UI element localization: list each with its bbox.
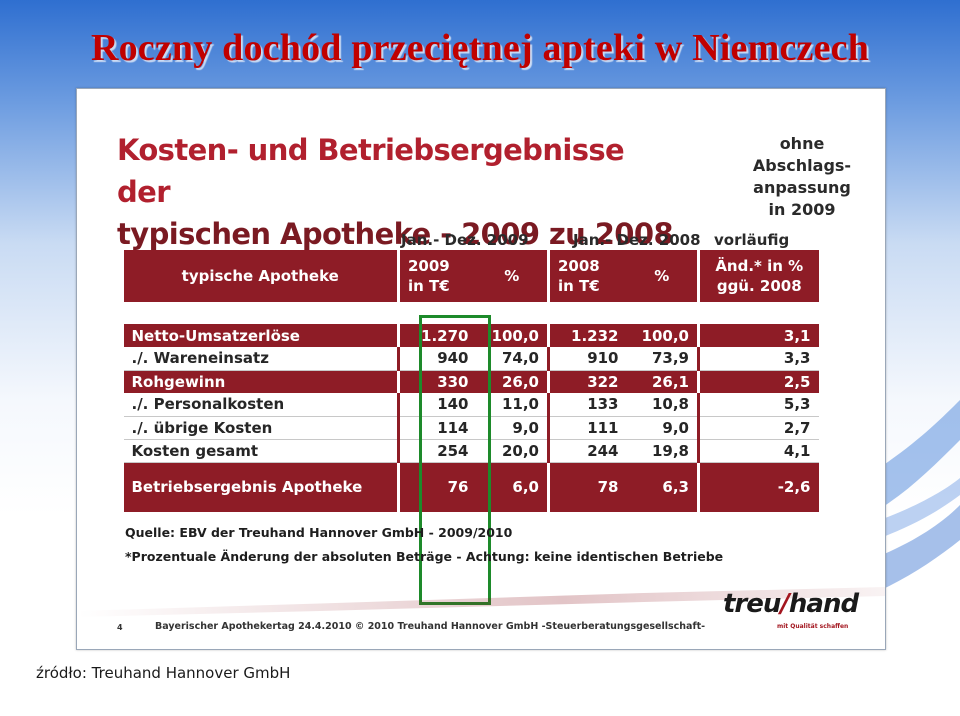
highlight-box-2009 bbox=[419, 315, 491, 605]
header-label: typische Apotheke bbox=[123, 250, 400, 302]
row-label: ./. übrige Kosten bbox=[123, 416, 400, 440]
row-label: Kosten gesamt bbox=[123, 439, 400, 463]
logo-part2: hand bbox=[788, 589, 859, 619]
preliminary-label: vorläufig bbox=[714, 231, 790, 249]
embedded-slide-image: Kosten- und Betriebsergebnisse der typis… bbox=[76, 88, 886, 650]
cell-change: -2,6 bbox=[777, 478, 811, 497]
cell-pct-2008: 19,8 bbox=[626, 439, 700, 463]
row-label: Netto-Umsatzerlöse bbox=[123, 324, 400, 347]
cell-change: 5,3 bbox=[698, 393, 819, 417]
cell-pct-2008: 26,1 bbox=[626, 370, 700, 393]
source-line: Quelle: EBV der Treuhand Hannover GmbH -… bbox=[125, 525, 513, 540]
cell-change: 4,1 bbox=[698, 439, 819, 463]
source-caption: źródło: Treuhand Hannover GmbH bbox=[36, 664, 291, 682]
cell-2009: 330 bbox=[437, 372, 469, 391]
cell-2009: 114 bbox=[398, 416, 477, 440]
note-line: Abschlags- bbox=[752, 156, 852, 175]
cell-pct-2009: 9,0 bbox=[476, 416, 550, 440]
header-2008: 2008 in T€ bbox=[549, 250, 627, 302]
cell-2009: 1.270 bbox=[421, 326, 469, 345]
cell-pct-2008: 73,9 bbox=[626, 347, 700, 371]
cell-pct-2008: 9,0 bbox=[626, 416, 700, 440]
adjustment-note: ohne Abschlags- anpassung in 2009 bbox=[737, 133, 867, 221]
table-row: ./. Wareneinsatz 940 74,0 910 73,9 3,3 bbox=[123, 347, 819, 371]
table-header-row: typische Apotheke 2009 in T€ % 2008 in T… bbox=[123, 250, 819, 302]
header-2008-year: 2008 bbox=[558, 257, 600, 275]
header-2009: 2009 in T€ bbox=[399, 250, 477, 302]
cell-pct-2008: 100,0 bbox=[626, 324, 700, 347]
period-2008-label: Jan.- Dez. 2008 bbox=[573, 231, 701, 249]
page-number: 4 bbox=[117, 623, 123, 632]
table-row: ./. übrige Kosten 114 9,0 111 9,0 2,7 bbox=[123, 416, 819, 440]
cell-2008: 1.232 bbox=[571, 326, 619, 345]
cell-change: 3,3 bbox=[698, 347, 819, 371]
period-2009-label: Jan.- Dez. 2009 bbox=[401, 231, 529, 249]
table-row: Rohgewinn 330 26,0 322 26,1 2,5 bbox=[123, 370, 819, 393]
table-row: Netto-Umsatzerlöse 1.270 100,0 1.232 100… bbox=[123, 324, 819, 347]
cell-pct-2008: 10,8 bbox=[626, 393, 700, 417]
logo-tagline: mit Qualität schaffen bbox=[777, 623, 849, 630]
row-label: Rohgewinn bbox=[123, 370, 400, 393]
row-label: ./. Wareneinsatz bbox=[123, 347, 400, 371]
cell-pct-2009: 74,0 bbox=[476, 347, 550, 371]
cell-2008: 133 bbox=[548, 393, 627, 417]
cell-pct-2008: 6,3 bbox=[626, 462, 700, 512]
note-line: ohne bbox=[779, 134, 825, 153]
cell-2008: 322 bbox=[587, 372, 619, 391]
document-title-line2: typischen Apotheke - 2009 zu 2008 bbox=[117, 217, 674, 251]
header-change-line1: Änd.* in % bbox=[715, 257, 804, 275]
cell-2008: 111 bbox=[548, 416, 627, 440]
cell-2008: 910 bbox=[548, 347, 627, 371]
header-change-line2: ggü. 2008 bbox=[716, 277, 802, 295]
table-row-result: Betriebsergebnis Apotheke 76 6,0 78 6,3 … bbox=[123, 462, 819, 512]
footnote: *Prozentuale Änderung der absoluten Betr… bbox=[125, 549, 724, 564]
slide-title: Roczny dochód przeciętnej apteki w Niemc… bbox=[90, 27, 870, 69]
header-pct-2009: % bbox=[476, 250, 550, 302]
cell-change: 2,7 bbox=[698, 416, 819, 440]
cell-pct-2009: 26,0 bbox=[476, 370, 550, 393]
row-label: ./. Personalkosten bbox=[123, 393, 400, 417]
table-row: ./. Personalkosten 140 11,0 133 10,8 5,3 bbox=[123, 393, 819, 417]
header-2008-unit: in T€ bbox=[558, 277, 600, 295]
header-2009-unit: in T€ bbox=[408, 277, 450, 295]
header-pct-2008: % bbox=[626, 250, 700, 302]
table-spacer-row bbox=[122, 302, 819, 324]
cell-2008: 78 bbox=[597, 478, 619, 497]
cell-2009: 76 bbox=[447, 478, 469, 497]
header-2009-year: 2009 bbox=[408, 257, 450, 275]
document-title: Kosten- und Betriebsergebnisse der typis… bbox=[117, 129, 677, 255]
table-row: Kosten gesamt 254 20,0 244 19,8 4,1 bbox=[123, 439, 819, 463]
cell-pct-2009: 100,0 bbox=[476, 324, 550, 347]
logo-slash: / bbox=[780, 589, 789, 619]
cell-2009: 140 bbox=[398, 393, 477, 417]
cell-pct-2009: 11,0 bbox=[476, 393, 550, 417]
cell-change: 3,1 bbox=[783, 326, 811, 345]
cell-2009: 254 bbox=[398, 439, 477, 463]
results-table: typische Apotheke 2009 in T€ % 2008 in T… bbox=[122, 250, 819, 512]
cell-pct-2009: 20,0 bbox=[476, 439, 550, 463]
treuhand-logo: treu/hand bbox=[723, 589, 859, 619]
footer-text: Bayerischer Apothekertag 24.4.2010 © 201… bbox=[155, 621, 706, 632]
cell-change: 2,5 bbox=[783, 372, 811, 391]
row-label: Betriebsergebnis Apotheke bbox=[123, 462, 400, 512]
logo-part1: treu bbox=[723, 589, 781, 619]
cell-2009: 940 bbox=[398, 347, 477, 371]
header-change: Änd.* in % ggü. 2008 bbox=[699, 250, 819, 302]
note-line: in 2009 bbox=[768, 200, 836, 219]
document-title-line1: Kosten- und Betriebsergebnisse der bbox=[117, 133, 625, 209]
note-line: anpassung bbox=[753, 178, 851, 197]
cell-2008: 244 bbox=[548, 439, 627, 463]
